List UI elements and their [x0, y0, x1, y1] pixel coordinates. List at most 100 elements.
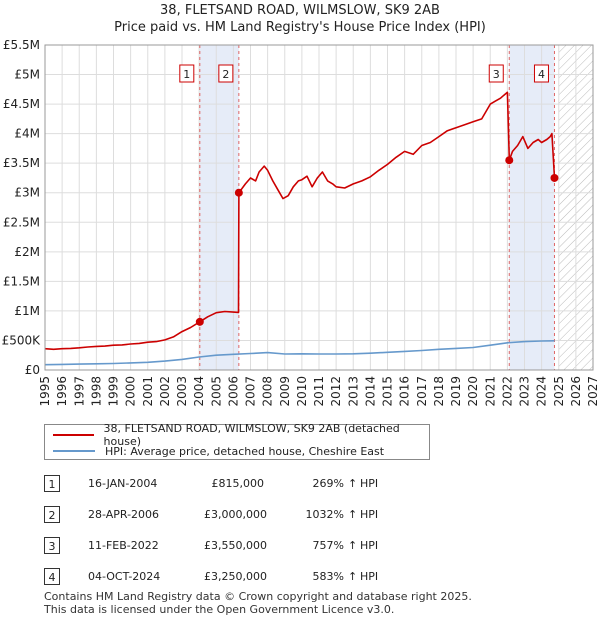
- y-tick-label: £500K: [2, 333, 42, 347]
- transaction-row-4: 4 04-OCT-2024 £3,250,000 583% ↑ HPI: [44, 568, 564, 588]
- x-tick-label: 1995: [38, 376, 52, 407]
- chart-title: 38, FLETSAND ROAD, WILMSLOW, SK9 2AB: [160, 3, 440, 18]
- arrow-up-icon: ↑: [348, 508, 358, 521]
- transaction-hpi-percent: 757%: [312, 539, 344, 552]
- x-tick-label: 2012: [329, 376, 343, 407]
- y-tick-label: £3M: [14, 186, 40, 200]
- x-tick-label: 1996: [55, 376, 69, 407]
- x-tick-label: 2022: [500, 376, 514, 407]
- transaction-hpi-label: HPI: [360, 508, 379, 521]
- sale-point-4: [550, 173, 559, 182]
- x-tick-label: 2001: [141, 376, 155, 407]
- sale-label-text-3: 3: [493, 68, 500, 81]
- y-tick-label: £0: [25, 363, 40, 377]
- shaded-region-2: [509, 45, 555, 370]
- y-tick-label: £1.5M: [3, 274, 40, 288]
- x-tick-label: 2011: [312, 376, 326, 407]
- x-tick-label: 2005: [209, 376, 223, 407]
- transaction-number: 2: [44, 506, 60, 523]
- sale-label-box-2: [218, 64, 234, 83]
- transaction-row-1: 1 16-JAN-2004 £815,000 269% ↑ HPI: [44, 475, 564, 495]
- x-tick-label: 2026: [569, 376, 583, 407]
- arrow-up-icon: ↑: [348, 539, 358, 552]
- hpi-line: [44, 340, 555, 366]
- transaction-number: 4: [44, 568, 60, 585]
- y-tick-label: £2.5M: [3, 215, 40, 229]
- legend-item-hpi: HPI: Average price, detached house, Ches…: [53, 443, 384, 459]
- transaction-hpi-percent: 1032%: [305, 508, 344, 521]
- shaded-region-1: [199, 45, 239, 370]
- transaction-hpi-label: HPI: [360, 477, 379, 490]
- footer-licence: This data is licensed under the Open Gov…: [44, 603, 395, 616]
- y-tick-label: £1M: [14, 304, 40, 318]
- y-tick-label: £2M: [14, 245, 40, 259]
- transaction-price: £815,000: [211, 477, 265, 490]
- legend-swatch-hpi: [53, 450, 95, 452]
- x-tick-label: 2004: [192, 376, 206, 407]
- sale-point-3: [505, 156, 514, 165]
- transaction-date: 11-FEB-2022: [88, 539, 159, 552]
- arrow-up-icon: ↑: [348, 570, 358, 583]
- sale-label-box-4: [533, 64, 549, 83]
- y-tick-label: £4.5M: [3, 97, 40, 111]
- x-tick-label: 1999: [107, 376, 121, 407]
- x-tick-label: 2013: [346, 376, 360, 407]
- transaction-row-3: 3 11-FEB-2022 £3,550,000 757% ↑ HPI: [44, 537, 564, 557]
- x-tick-label: 2002: [158, 376, 172, 407]
- x-tick-label: 2027: [586, 376, 600, 407]
- sale-label-box-1: [179, 64, 195, 83]
- transaction-hpi-percent: 583%: [312, 570, 344, 583]
- price-chart: £0 £500K £1M £1.5M £2M £2.5M £3M £3.5M £4M £4.5M £…: [2, 38, 600, 407]
- sale-label-text-4: 4: [538, 68, 545, 81]
- x-tick-label: 2009: [278, 376, 292, 407]
- y-tick-label: £5.5M: [3, 38, 40, 52]
- y-tick-label: £4M: [14, 127, 40, 141]
- x-tick-label: 2007: [244, 376, 258, 407]
- sale-point-2: [234, 188, 243, 197]
- arrow-up-icon: ↑: [348, 477, 358, 490]
- transaction-number: 3: [44, 537, 60, 554]
- x-tick-label: 2017: [415, 376, 429, 407]
- x-tick-label: 2008: [261, 376, 275, 407]
- x-tick-label: 2025: [552, 376, 566, 407]
- x-tick-label: 2021: [483, 376, 497, 407]
- legend-label-property: 38, FLETSAND ROAD, WILMSLOW, SK9 2AB (de…: [103, 422, 400, 448]
- y-tick-label: £3.5M: [3, 156, 40, 170]
- x-tick-label: 2015: [381, 376, 395, 407]
- transaction-price: £3,000,000: [204, 508, 267, 521]
- transaction-date: 04-OCT-2024: [88, 570, 161, 583]
- x-tick-label: 2010: [295, 376, 309, 407]
- transaction-date: 28-APR-2006: [88, 508, 160, 521]
- legend-label-hpi: HPI: Average price, detached house, Ches…: [105, 444, 385, 458]
- legend: 38, FLETSAND ROAD, WILMSLOW, SK9 2AB (de…: [44, 422, 430, 460]
- transaction-hpi-percent: 269%: [312, 477, 344, 490]
- chart-subtitle: Price paid vs. HM Land Registry's House …: [114, 20, 486, 35]
- x-tick-label: 1998: [89, 376, 103, 407]
- transaction-number: 1: [44, 475, 60, 492]
- transaction-hpi-label: HPI: [360, 570, 379, 583]
- x-tick-label: 2014: [363, 376, 377, 407]
- property-price-line: [44, 91, 556, 351]
- x-tick-label: 2023: [518, 376, 532, 407]
- y-tick-label: £5M: [14, 68, 40, 82]
- x-tick-label: 2003: [175, 376, 189, 407]
- transaction-hpi-label: HPI: [360, 539, 379, 552]
- transaction-price: £3,250,000: [204, 570, 267, 583]
- sale-label-box-3: [488, 64, 504, 83]
- x-tick-label: 2019: [449, 376, 463, 407]
- sale-point-1: [195, 317, 204, 326]
- x-tick-label: 2024: [535, 376, 549, 407]
- plot-frame: [44, 44, 594, 371]
- x-tick-label: 2018: [432, 376, 446, 407]
- x-tick-label: 1997: [72, 376, 86, 407]
- transaction-price: £3,550,000: [204, 539, 267, 552]
- sale-label-text-2: 2: [222, 68, 229, 81]
- legend-item-property: 38, FLETSAND ROAD, WILMSLOW, SK9 2AB (de…: [53, 422, 429, 448]
- transaction-row-2: 2 28-APR-2006 £3,000,000 1032% ↑ HPI: [44, 506, 564, 526]
- x-tick-label: 2000: [124, 376, 138, 407]
- x-tick-label: 2016: [398, 376, 412, 407]
- x-tick-label: 2020: [466, 376, 480, 407]
- footer-copyright: Contains HM Land Registry data © Crown c…: [44, 590, 472, 603]
- transaction-date: 16-JAN-2004: [88, 477, 158, 490]
- sale-label-text-1: 1: [183, 68, 190, 81]
